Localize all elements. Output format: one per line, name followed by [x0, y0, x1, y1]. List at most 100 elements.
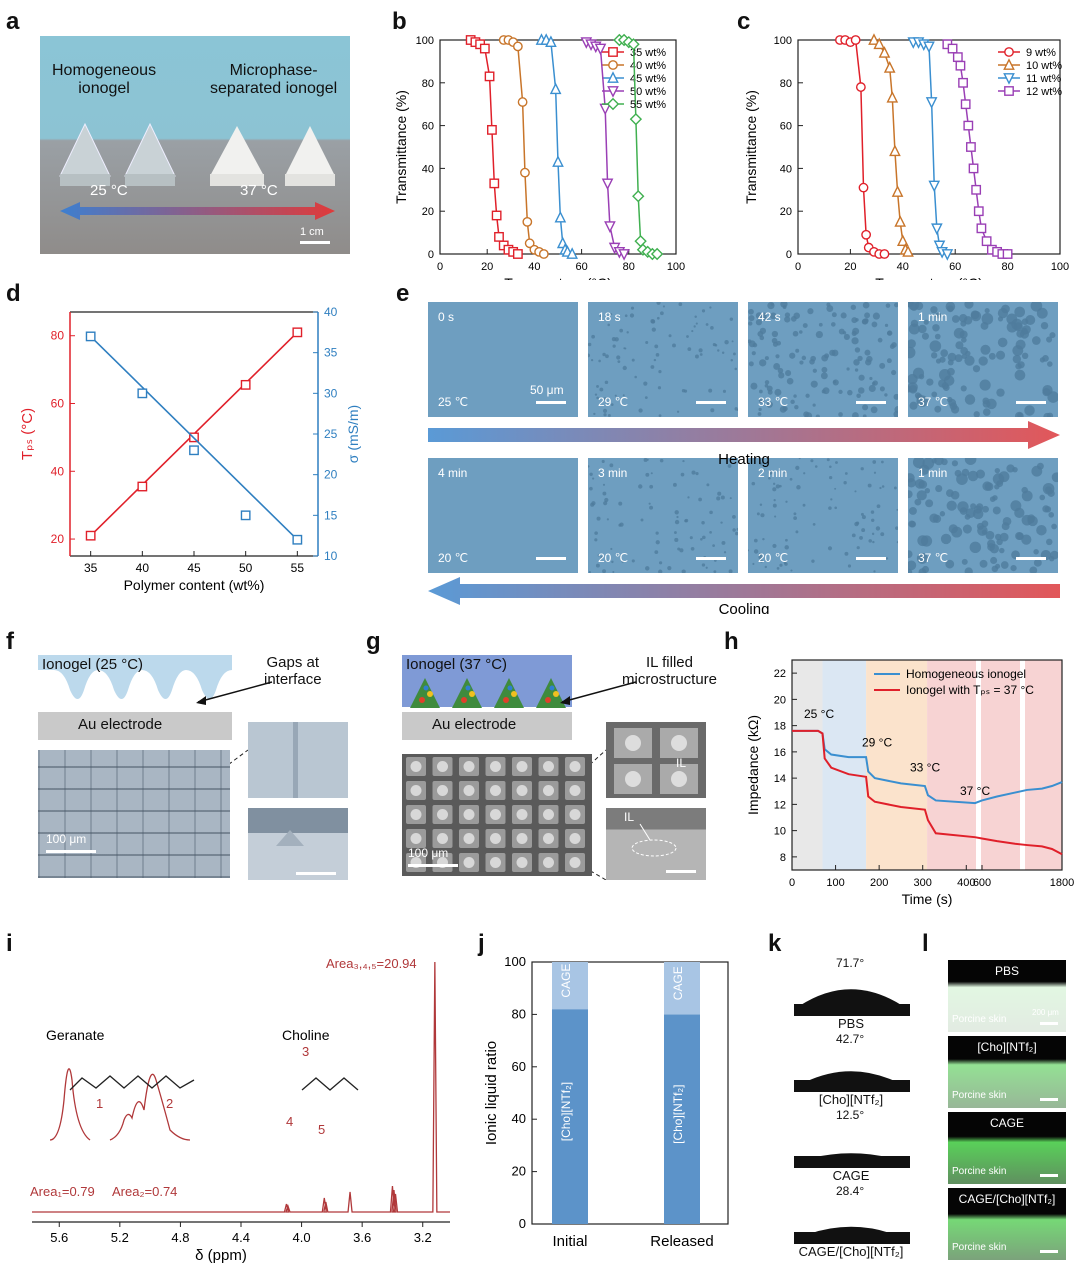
droplet — [1033, 549, 1039, 555]
y-tick-left-label: 20 — [51, 532, 65, 546]
droplet — [1016, 329, 1025, 338]
droplet — [916, 395, 929, 407]
series-55wt: 55 wt% — [602, 33, 666, 261]
plot-frame — [439, 39, 677, 255]
droplet — [999, 532, 1009, 542]
bar-series-label: [Cho][NTf₂] — [559, 1082, 573, 1141]
micrograph-0-2: 42 s 33 ℃ — [748, 302, 898, 417]
droplet — [785, 500, 788, 503]
droplet — [1036, 524, 1047, 536]
data-point — [554, 210, 567, 223]
droplet — [736, 408, 738, 411]
axis-break — [976, 660, 981, 870]
panel-e: 0 s 25 ℃ 50 μm 18 s 29 ℃ 42 s 33 ℃ 1 min 37 ℃ 4 m… — [428, 302, 1064, 614]
panel-b-label: b — [392, 8, 407, 35]
droplet — [709, 306, 712, 309]
droplet — [723, 551, 727, 554]
droplet — [872, 540, 875, 544]
photo-label-right: Microphase- separated ionogel — [210, 62, 338, 97]
droplet — [932, 324, 940, 332]
contact-angle-3: 28.4° CAGE/[Cho][NTf₂] — [786, 1184, 916, 1260]
geranate-structure — [69, 1075, 195, 1091]
micrograph-0-3: 1 min 37 ℃ — [908, 302, 1058, 417]
droplet — [694, 315, 697, 318]
droplet — [617, 360, 621, 364]
droplet — [859, 536, 863, 540]
droplet — [784, 470, 788, 474]
data-point — [931, 223, 943, 236]
droplet — [655, 540, 660, 545]
droplet — [959, 330, 968, 339]
droplet — [995, 533, 1002, 541]
series-sigma — [85, 331, 303, 545]
droplet — [801, 355, 807, 361]
plot-frame — [531, 961, 729, 1225]
droplet — [681, 388, 686, 393]
fluorescence-0: PBS Porcine skin 200 μm — [948, 960, 1066, 1032]
droplet — [1049, 332, 1056, 339]
droplet — [748, 321, 753, 326]
droplet — [879, 362, 886, 369]
droplet — [674, 519, 680, 525]
droplet — [710, 408, 715, 413]
droplet — [831, 312, 837, 318]
f-arrow — [196, 681, 273, 770]
sem-dot — [463, 833, 475, 844]
droplet — [793, 512, 797, 516]
droplet — [1021, 486, 1028, 494]
droplet — [588, 342, 592, 347]
droplet — [727, 464, 732, 468]
data-point — [240, 379, 251, 390]
x-tick-label: 4.0 — [293, 1230, 311, 1245]
micrograph-temp: 20 ℃ — [758, 551, 789, 565]
y-tick-label: 12 — [774, 799, 786, 811]
bar-Initial-[Cho][NTf₂] — [552, 1009, 588, 1224]
droplet — [674, 531, 677, 534]
droplet — [759, 359, 767, 367]
droplet — [700, 537, 703, 541]
droplet — [706, 483, 710, 487]
droplet — [793, 516, 797, 520]
droplet — [677, 547, 681, 551]
droplet — [1033, 558, 1042, 567]
y-tick-label: 60 — [422, 121, 434, 133]
droplet — [758, 552, 762, 557]
droplet — [957, 501, 969, 513]
droplet — [653, 358, 657, 362]
droplet — [843, 481, 847, 485]
scale-label: 50 μm — [530, 383, 564, 397]
scale-bar — [300, 241, 330, 244]
droplet — [767, 302, 775, 310]
scale-bar — [536, 557, 566, 560]
fluorescence-title: PBS — [994, 964, 1019, 978]
droplet — [908, 568, 913, 573]
legend-label: 12 wt% — [1026, 86, 1062, 98]
series-Tps — [85, 327, 303, 541]
data-point — [629, 112, 643, 126]
g-scale-label: 100 μm — [408, 846, 449, 860]
droplet — [851, 337, 859, 345]
contact-angle-value: 12.5° — [836, 1108, 865, 1122]
data-point — [522, 216, 533, 227]
droplet — [992, 495, 998, 501]
droplet — [851, 317, 858, 324]
num-1: 1 — [96, 1096, 103, 1111]
contact-angle-name: [Cho][NTf₂] — [818, 1092, 884, 1107]
data-point — [627, 38, 640, 51]
droplet — [860, 512, 864, 516]
droplet — [795, 465, 800, 470]
droplet — [594, 538, 598, 542]
droplet — [895, 526, 898, 530]
droplet — [772, 482, 776, 486]
data-point — [240, 510, 251, 521]
droplet — [873, 471, 877, 474]
droplet — [709, 510, 713, 515]
droplet — [790, 399, 795, 405]
droplet — [626, 331, 629, 334]
sem-dot — [437, 785, 448, 796]
temp-25: 25 °C — [90, 182, 128, 199]
droplet — [886, 358, 892, 364]
y-tick-left-label: 60 — [51, 397, 65, 411]
droplet — [988, 352, 996, 360]
x-tick-label: 60 — [949, 261, 961, 273]
